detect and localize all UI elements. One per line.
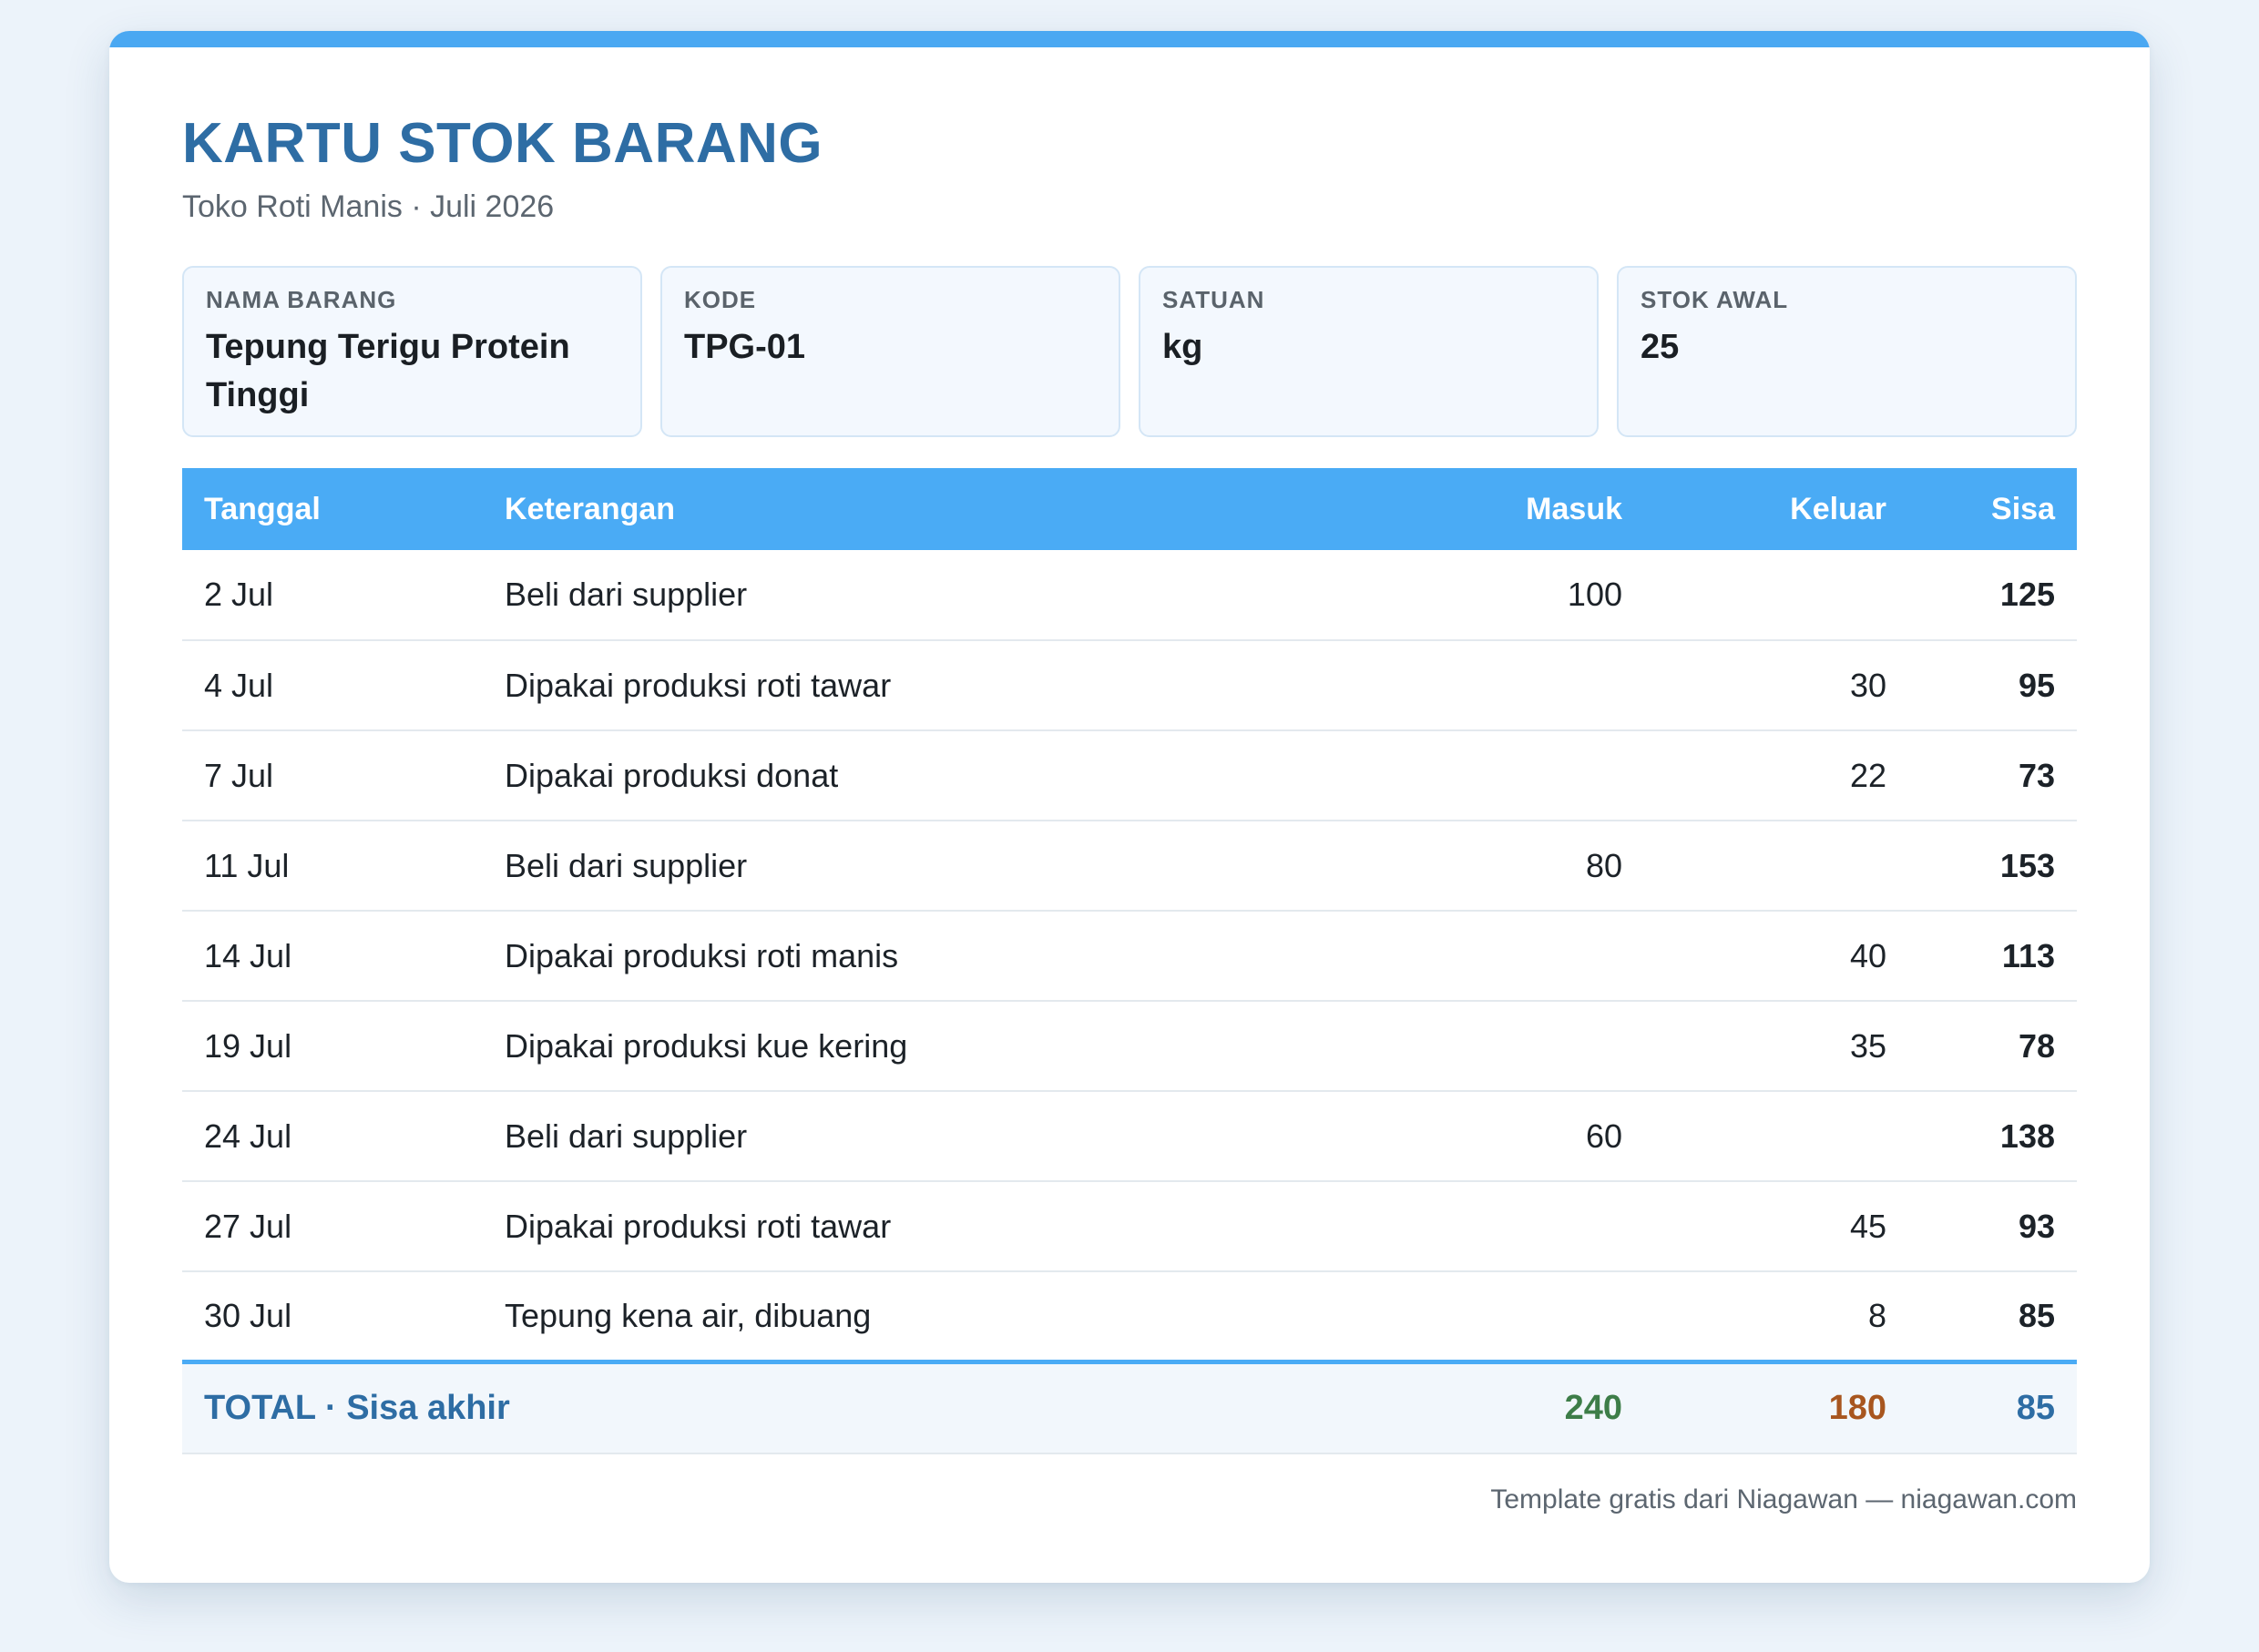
- table-row: 24 Jul Beli dari supplier 60 138: [182, 1091, 2077, 1182]
- cell-out: 8: [1644, 1271, 1908, 1362]
- info-box-opening-stock: Stok Awal 25: [1617, 266, 2077, 437]
- cell-description: Dipakai produksi roti manis: [483, 911, 1380, 1002]
- header-out: Keluar: [1644, 468, 1908, 550]
- stock-table: Tanggal Keterangan Masuk Keluar Sisa 2 J…: [182, 468, 2077, 1454]
- header-date: Tanggal: [182, 468, 483, 550]
- table-row: 11 Jul Beli dari supplier 80 153: [182, 821, 2077, 912]
- cell-date: 14 Jul: [182, 911, 483, 1002]
- cell-date: 7 Jul: [182, 730, 483, 821]
- cell-description: Dipakai produksi roti tawar: [483, 1181, 1380, 1272]
- table-row: 2 Jul Beli dari supplier 100 125: [182, 550, 2077, 641]
- total-in: 240: [1380, 1359, 1644, 1454]
- cell-description: Tepung kena air, dibuang: [483, 1271, 1380, 1362]
- cell-description: Dipakai produksi kue kering: [483, 1001, 1380, 1092]
- cell-balance: 125: [1908, 550, 2077, 641]
- cell-out: 45: [1644, 1181, 1908, 1272]
- cell-date: 4 Jul: [182, 640, 483, 731]
- cell-description: Beli dari supplier: [483, 821, 1380, 912]
- cell-description: Beli dari supplier: [483, 1091, 1380, 1182]
- cell-out: [1644, 550, 1908, 641]
- total-row: TOTAL · Sisa akhir 240 180 85: [182, 1359, 2077, 1454]
- cell-in: [1380, 1001, 1644, 1092]
- cell-out: [1644, 821, 1908, 912]
- table-row: 7 Jul Dipakai produksi donat 22 73: [182, 730, 2077, 821]
- header-in: Masuk: [1380, 468, 1644, 550]
- cell-date: 19 Jul: [182, 1001, 483, 1092]
- table-header-row: Tanggal Keterangan Masuk Keluar Sisa: [182, 468, 2077, 550]
- header-balance: Sisa: [1908, 468, 2077, 550]
- cell-balance: 85: [1908, 1271, 2077, 1362]
- cell-date: 27 Jul: [182, 1181, 483, 1272]
- cell-balance: 73: [1908, 730, 2077, 821]
- cell-out: 22: [1644, 730, 1908, 821]
- cell-date: 11 Jul: [182, 821, 483, 912]
- info-label: Nama Barang: [206, 286, 397, 313]
- info-value: Tepung Terigu Protein Tinggi: [206, 328, 570, 415]
- table-row: 30 Jul Tepung kena air, dibuang 8 85: [182, 1271, 2077, 1362]
- info-label: Stok Awal: [1641, 286, 1789, 313]
- table-row: 14 Jul Dipakai produksi roti manis 40 11…: [182, 911, 2077, 1002]
- cell-description: Dipakai produksi roti tawar: [483, 640, 1380, 731]
- cell-in: [1380, 1271, 1644, 1362]
- total-label: TOTAL · Sisa akhir: [182, 1359, 1380, 1454]
- cell-balance: 78: [1908, 1001, 2077, 1092]
- cell-balance: 95: [1908, 640, 2077, 731]
- cell-out: 40: [1644, 911, 1908, 1002]
- table-row: 27 Jul Dipakai produksi roti tawar 45 93: [182, 1181, 2077, 1272]
- footer-credit: Template gratis dari Niagawan — niagawan…: [1490, 1484, 2077, 1514]
- item-info-row: Nama Barang Tepung Terigu Protein Tinggi…: [182, 266, 2077, 437]
- header-description: Keterangan: [483, 468, 1380, 550]
- cell-in: [1380, 640, 1644, 731]
- cell-description: Dipakai produksi donat: [483, 730, 1380, 821]
- info-box-unit: Satuan kg: [1139, 266, 1599, 437]
- cell-date: 30 Jul: [182, 1271, 483, 1362]
- page-title: KARTU STOK BARANG: [182, 112, 823, 175]
- info-box-code: Kode TPG-01: [660, 266, 1120, 437]
- cell-out: 30: [1644, 640, 1908, 731]
- stock-card: KARTU STOK BARANG Toko Roti Manis · Juli…: [109, 31, 2150, 1583]
- table-row: 19 Jul Dipakai produksi kue kering 35 78: [182, 1001, 2077, 1092]
- page-subtitle: Toko Roti Manis · Juli 2026: [182, 189, 555, 224]
- info-box-item-name: Nama Barang Tepung Terigu Protein Tinggi: [182, 266, 642, 437]
- cell-in: 60: [1380, 1091, 1644, 1182]
- card-accent-bar: [109, 31, 2150, 47]
- table-row: 4 Jul Dipakai produksi roti tawar 30 95: [182, 640, 2077, 731]
- cell-out: [1644, 1091, 1908, 1182]
- cell-date: 24 Jul: [182, 1091, 483, 1182]
- info-label: Satuan: [1162, 286, 1265, 313]
- cell-balance: 153: [1908, 821, 2077, 912]
- info-value: kg: [1162, 328, 1203, 366]
- cell-in: [1380, 730, 1644, 821]
- cell-description: Beli dari supplier: [483, 550, 1380, 641]
- total-out: 180: [1644, 1359, 1908, 1454]
- cell-date: 2 Jul: [182, 550, 483, 641]
- cell-balance: 93: [1908, 1181, 2077, 1272]
- info-value: TPG-01: [684, 328, 806, 366]
- total-balance: 85: [1908, 1359, 2077, 1454]
- cell-balance: 138: [1908, 1091, 2077, 1182]
- cell-in: 100: [1380, 550, 1644, 641]
- cell-out: 35: [1644, 1001, 1908, 1092]
- cell-in: [1380, 911, 1644, 1002]
- info-label: Kode: [684, 286, 757, 313]
- cell-in: 80: [1380, 821, 1644, 912]
- cell-balance: 113: [1908, 911, 2077, 1002]
- info-value: 25: [1641, 328, 1680, 366]
- cell-in: [1380, 1181, 1644, 1272]
